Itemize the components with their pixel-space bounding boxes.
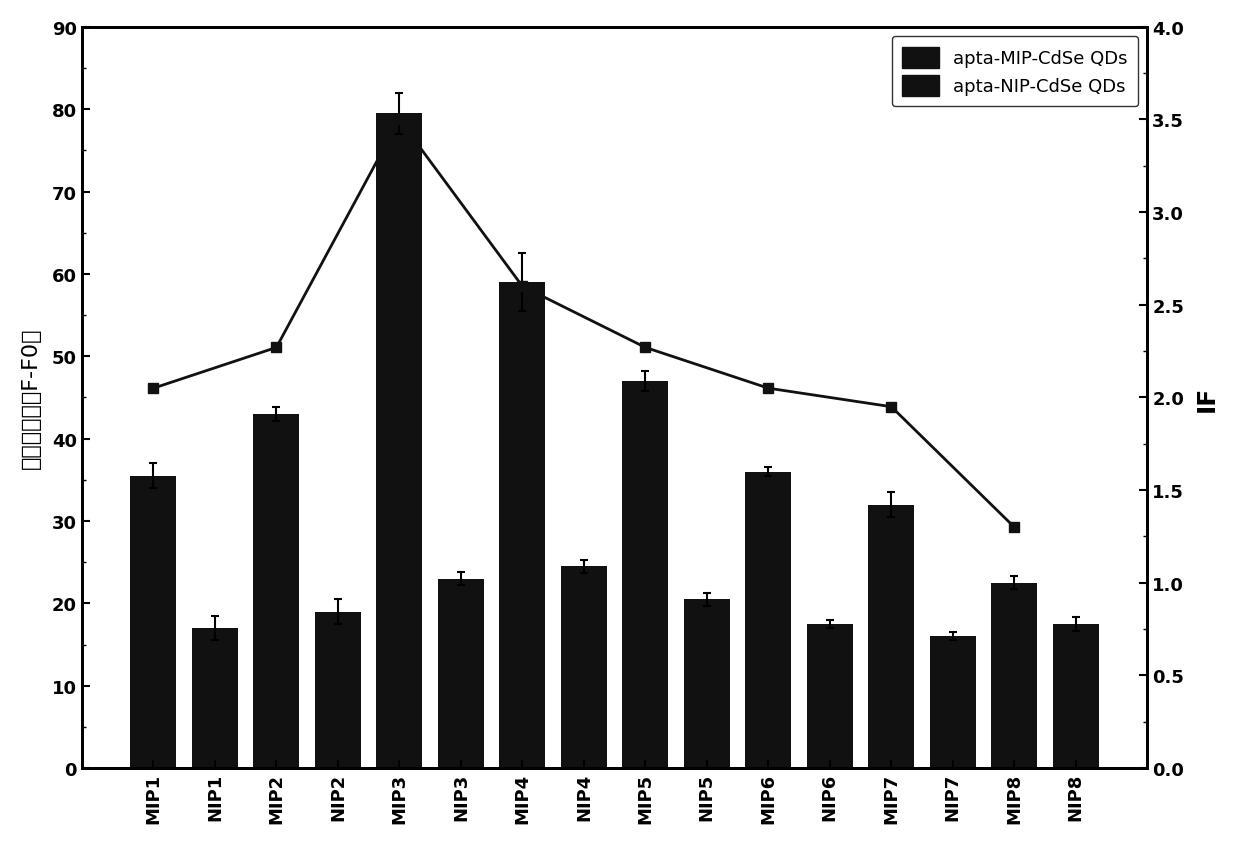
Legend: apta-MIP-CdSe QDs, apta-NIP-CdSe QDs: apta-MIP-CdSe QDs, apta-NIP-CdSe QDs bbox=[892, 37, 1138, 107]
Bar bbox=[438, 579, 484, 768]
Bar bbox=[376, 114, 423, 768]
Y-axis label: 荧光增强量（F-F0）: 荧光增强量（F-F0） bbox=[21, 327, 41, 468]
Bar bbox=[315, 612, 361, 768]
Bar bbox=[683, 599, 730, 768]
Bar bbox=[868, 505, 914, 768]
Bar bbox=[745, 472, 791, 768]
Bar bbox=[1053, 625, 1099, 768]
Bar bbox=[130, 476, 176, 768]
Bar bbox=[622, 381, 668, 768]
Bar bbox=[930, 636, 976, 768]
Bar bbox=[192, 628, 238, 768]
Y-axis label: IF: IF bbox=[1195, 385, 1219, 411]
Bar bbox=[253, 414, 300, 768]
Bar bbox=[991, 583, 1038, 768]
Bar bbox=[560, 566, 606, 768]
Bar bbox=[807, 625, 853, 768]
Bar bbox=[500, 283, 546, 768]
